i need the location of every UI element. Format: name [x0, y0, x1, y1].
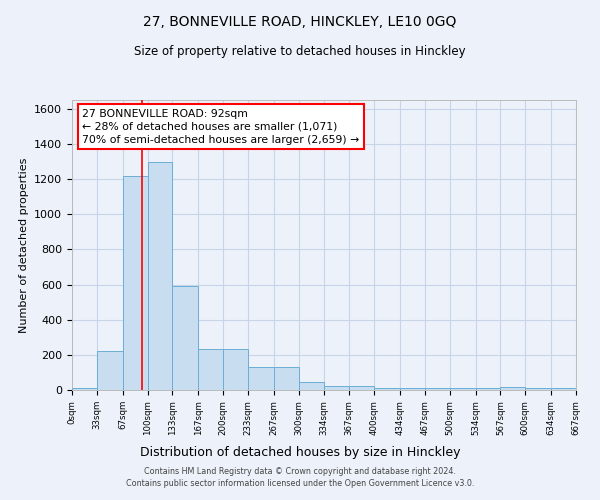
Bar — [450, 388, 476, 390]
Bar — [122, 176, 148, 390]
Bar — [299, 382, 325, 390]
Bar — [349, 386, 374, 390]
Y-axis label: Number of detached properties: Number of detached properties — [19, 158, 29, 332]
Bar — [223, 348, 248, 390]
Bar — [148, 162, 172, 390]
Text: 27, BONNEVILLE ROAD, HINCKLEY, LE10 0GQ: 27, BONNEVILLE ROAD, HINCKLEY, LE10 0GQ — [143, 15, 457, 29]
Text: Contains HM Land Registry data © Crown copyright and database right 2024.
Contai: Contains HM Land Registry data © Crown c… — [126, 466, 474, 487]
Bar — [72, 388, 97, 390]
Bar — [500, 387, 526, 390]
Bar — [526, 388, 551, 390]
Bar — [325, 386, 349, 390]
Bar — [425, 388, 450, 390]
Bar — [551, 388, 576, 390]
Text: Size of property relative to detached houses in Hinckley: Size of property relative to detached ho… — [134, 45, 466, 58]
Bar — [248, 367, 274, 390]
Bar — [400, 388, 425, 390]
Bar — [476, 388, 500, 390]
Bar — [274, 367, 299, 390]
Text: Distribution of detached houses by size in Hinckley: Distribution of detached houses by size … — [140, 446, 460, 459]
Bar — [198, 348, 223, 390]
Text: 27 BONNEVILLE ROAD: 92sqm
← 28% of detached houses are smaller (1,071)
70% of se: 27 BONNEVILLE ROAD: 92sqm ← 28% of detac… — [82, 108, 359, 145]
Bar — [374, 388, 400, 390]
Bar — [172, 286, 198, 390]
Bar — [97, 352, 122, 390]
